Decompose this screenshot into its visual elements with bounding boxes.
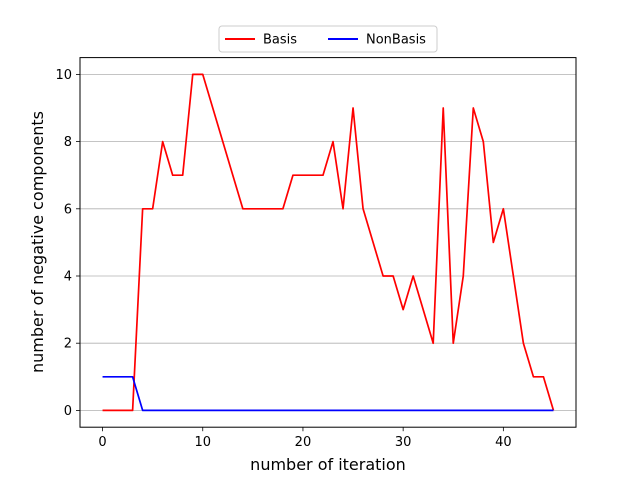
y-tick-label-2: 2 bbox=[64, 337, 72, 352]
x-tick-label-10: 10 bbox=[194, 435, 211, 450]
plot-frame bbox=[80, 58, 576, 428]
y-axis-label: number of negative components bbox=[28, 111, 47, 373]
y-tick-label-8: 8 bbox=[64, 135, 72, 150]
legend-label-nonbasis: NonBasis bbox=[366, 33, 426, 48]
y-tick-label-6: 6 bbox=[64, 202, 72, 217]
legend-label-basis: Basis bbox=[263, 33, 297, 48]
y-tick-label-4: 4 bbox=[64, 270, 72, 285]
grid-lines bbox=[80, 74, 576, 410]
y-axis-ticks: 0 2 4 6 8 10 bbox=[55, 68, 80, 419]
x-axis-ticks: 0 10 20 30 40 bbox=[98, 427, 511, 450]
series-line-basis bbox=[103, 74, 554, 410]
series-line-nonbasis bbox=[103, 377, 554, 411]
x-axis-label: number of iteration bbox=[250, 455, 406, 474]
series-layer bbox=[103, 74, 554, 410]
x-tick-label-0: 0 bbox=[98, 435, 106, 450]
y-tick-label-10: 10 bbox=[55, 68, 72, 83]
legend: Basis NonBasis bbox=[219, 26, 437, 52]
x-tick-label-40: 40 bbox=[495, 435, 512, 450]
y-tick-label-0: 0 bbox=[64, 404, 72, 419]
x-tick-label-30: 30 bbox=[395, 435, 412, 450]
x-tick-label-20: 20 bbox=[295, 435, 312, 450]
